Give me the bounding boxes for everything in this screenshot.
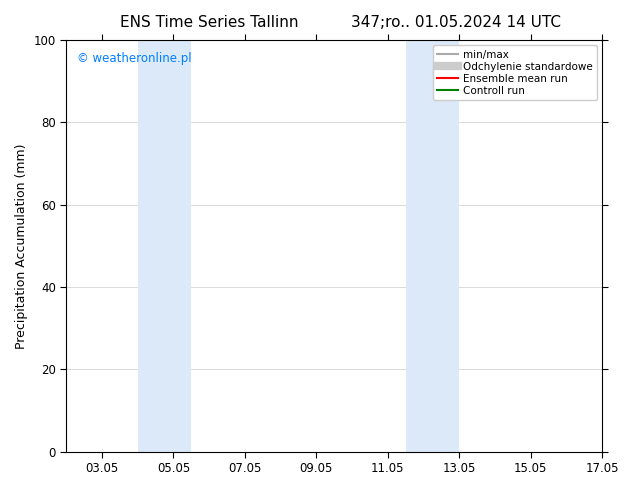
Bar xyxy=(138,40,191,452)
Text: 347;ro.. 01.05.2024 14 UTC: 347;ro.. 01.05.2024 14 UTC xyxy=(351,15,562,30)
Bar xyxy=(406,40,459,452)
Text: © weatheronline.pl: © weatheronline.pl xyxy=(77,52,191,66)
Text: ENS Time Series Tallinn: ENS Time Series Tallinn xyxy=(120,15,299,30)
Legend: min/max, Odchylenie standardowe, Ensemble mean run, Controll run: min/max, Odchylenie standardowe, Ensembl… xyxy=(433,46,597,100)
Y-axis label: Precipitation Accumulation (mm): Precipitation Accumulation (mm) xyxy=(15,143,28,348)
